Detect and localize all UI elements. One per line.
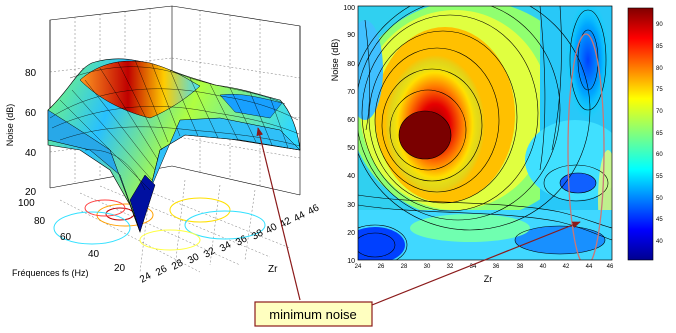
y-tick-label: 60 [60,232,72,243]
z-tick-label: 40 [25,148,37,159]
x-tick-label: 46 [306,202,322,217]
x-axis: 24 26 28 30 32 34 36 38 40 42 44 46 Zr [138,202,322,285]
annotation-arrow-left [256,127,301,301]
colorbar-tick-label: 60 [656,152,663,158]
colorbar-tick-label: 65 [656,131,663,137]
contour-lines [358,6,612,260]
hm-x-tick-label: 42 [563,264,570,270]
surface-mesh [49,59,301,191]
hm-x-tick-label: 30 [424,264,431,270]
floor-contours [53,197,266,251]
y-tick-label: 40 [88,249,100,260]
hm-y-tick-label: 90 [347,32,355,39]
annotation-arrow-right [371,221,581,306]
hm-x-tick-label: 36 [493,264,500,270]
heatmap-x-axis: 24 26 28 30 32 34 36 38 40 42 44 46 Zr [355,264,614,284]
colorbar-gradient [627,7,654,261]
heatmap-y-axis-label: Noise (dB) [330,39,340,82]
z-axis: 80 60 40 20 Noise (dB) [5,68,37,198]
y-axis: 100 80 60 40 20 Fréquences fs (Hz) [12,198,126,278]
surface-y-axis-label: Fréquences fs (Hz) [12,268,89,278]
hm-x-tick-label: 24 [355,264,362,270]
hm-x-tick-label: 38 [517,264,524,270]
y-tick-label: 20 [114,263,126,274]
hm-y-tick-label: 10 [347,258,355,265]
colorbar-tick-label: 70 [656,109,663,115]
hm-x-tick-label: 28 [401,264,408,270]
surface-plot: 80 60 40 20 Noise (dB) 100 80 60 40 20 F… [5,5,322,286]
colorbar-tick-label: 85 [656,44,663,50]
minimum-noise-annotation: minimum noise [254,127,581,327]
colorbar-tick-label: 40 [656,239,663,245]
hm-x-tick-label: 26 [378,264,385,270]
hm-x-tick-label: 46 [607,264,614,270]
colorbar-ticks: 40 45 50 55 60 65 70 75 80 85 90 [656,22,663,245]
heatmap-x-axis-label: Zr [484,274,493,284]
colorbar-tick-label: 50 [656,196,663,202]
hm-x-tick-label: 34 [470,264,477,270]
heatmap-field [358,6,612,260]
hm-y-tick-label: 20 [347,230,355,237]
z-tick-label: 20 [25,187,37,198]
colorbar-tick-label: 90 [656,22,663,28]
x-tick-label: 36 [234,233,250,248]
z-tick-label: 80 [25,68,37,79]
colorbar-tick-label: 55 [656,174,663,180]
annotation-box [254,301,373,327]
annotation-label: minimum noise [269,307,356,322]
x-tick-label: 40 [264,221,280,236]
y-tick-label: 80 [34,216,46,227]
hm-y-tick-label: 30 [347,202,355,209]
y-tick-label: 100 [18,198,35,209]
hm-y-tick-label: 100 [343,5,355,12]
hm-y-tick-label: 60 [347,117,355,124]
hm-x-tick-label: 44 [586,264,593,270]
x-tick-label: 28 [170,257,186,272]
surface-x-axis-label: Zr [268,264,278,275]
contour-plot: 10 20 30 40 50 60 70 80 90 100 Noise (dB… [330,5,614,284]
heatmap-y-axis: 10 20 30 40 50 60 70 80 90 100 Noise (dB… [330,5,355,265]
hm-y-tick-label: 70 [347,89,355,96]
x-tick-label: 26 [154,263,170,278]
x-tick-label: 34 [218,239,234,254]
z-tick-label: 60 [25,108,37,119]
x-tick-label: 38 [250,227,266,242]
x-tick-label: 32 [202,245,218,260]
hm-y-tick-label: 80 [347,61,355,68]
colorbar-tick-label: 80 [656,66,663,72]
x-tick-label: 24 [138,270,154,285]
colorbar: 40 45 50 55 60 65 70 75 80 85 90 [627,7,663,261]
hm-x-tick-label: 40 [540,264,547,270]
hm-y-tick-label: 40 [347,173,355,180]
colorbar-tick-label: 45 [656,217,663,223]
hm-x-tick-label: 32 [447,264,454,270]
hm-y-tick-label: 50 [347,145,355,152]
x-tick-label: 30 [186,251,202,266]
minimum-region-ellipse [567,33,605,260]
colorbar-tick-label: 75 [656,87,663,93]
surface-z-axis-label: Noise (dB) [5,104,15,147]
x-tick-label: 44 [292,209,308,224]
